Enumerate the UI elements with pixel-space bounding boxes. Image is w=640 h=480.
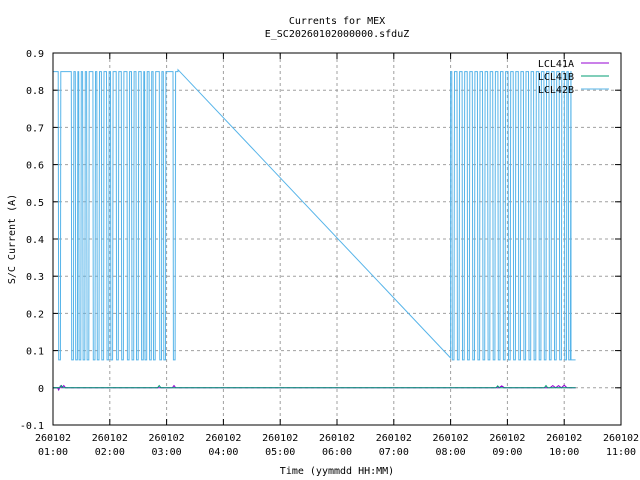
chart-subtitle: E_SC20260102000000.sfduZ (265, 29, 410, 40)
x-tick-label-time: 03:00 (152, 447, 182, 458)
x-tick-label-date: 260102 (92, 433, 128, 444)
legend-label-lcl41b: LCL41B (538, 72, 574, 83)
y-tick-label: 0.5 (26, 198, 44, 209)
x-tick-label-time: 05:00 (265, 447, 295, 458)
legend-label-lcl41a: LCL41A (538, 59, 574, 70)
x-tick-label-time: 07:00 (379, 447, 409, 458)
y-tick-label: 0.6 (26, 161, 44, 172)
x-tick-label-time: 06:00 (322, 447, 352, 458)
chart-title: Currents for MEX (289, 16, 385, 27)
y-tick-label: 0.8 (26, 86, 44, 97)
plot-border (52, 52, 622, 426)
x-tick-label-time: 02:00 (95, 447, 125, 458)
y-axis-label: S/C Current (A) (7, 194, 18, 284)
x-tick-label-time: 09:00 (492, 447, 522, 458)
y-tick-label: 0.7 (26, 123, 44, 134)
x-tick-label-date: 260102 (376, 433, 412, 444)
series-lines (53, 68, 576, 392)
series-line-lcl42b (53, 68, 576, 361)
x-tick-label-date: 260102 (205, 433, 241, 444)
legend: LCL41A LCL41B LCL42B (538, 59, 609, 96)
x-tick-label-time: 04:00 (208, 447, 238, 458)
y-tick-label: 0.1 (26, 347, 44, 358)
axis-ticks: -0.1 0 0.1 0.2 0.3 0.4 0.5 0.6 0.7 0.8 0.9 260102 01… (20, 49, 639, 458)
x-tick-label-date: 260102 (546, 433, 582, 444)
x-tick-label-date: 260102 (603, 433, 639, 444)
x-tick-label-time: 01:00 (38, 447, 68, 458)
x-tick-label-date: 260102 (262, 433, 298, 444)
x-tick-label-date: 260102 (433, 433, 469, 444)
x-tick-label-date: 260102 (489, 433, 525, 444)
y-tick-label: 0.3 (26, 272, 44, 283)
x-tick-label-date: 260102 (35, 433, 71, 444)
legend-label-lcl42b: LCL42B (538, 85, 574, 96)
x-tick-label-time: 08:00 (436, 447, 466, 458)
x-tick-label-date: 260102 (149, 433, 185, 444)
series-line-lcl41b (53, 384, 576, 389)
y-tick-label: 0 (38, 384, 44, 395)
y-tick-label: -0.1 (20, 421, 44, 432)
y-tick-label: 0.2 (26, 309, 44, 320)
y-tick-label: 0.9 (26, 49, 44, 60)
y-tick-label: 0.4 (26, 235, 44, 246)
x-tick-label-date: 260102 (319, 433, 355, 444)
x-tick-label-time: 11:00 (606, 447, 636, 458)
x-tick-label-time: 10:00 (549, 447, 579, 458)
x-axis-label: Time (yymmdd HH:MM) (280, 466, 394, 477)
